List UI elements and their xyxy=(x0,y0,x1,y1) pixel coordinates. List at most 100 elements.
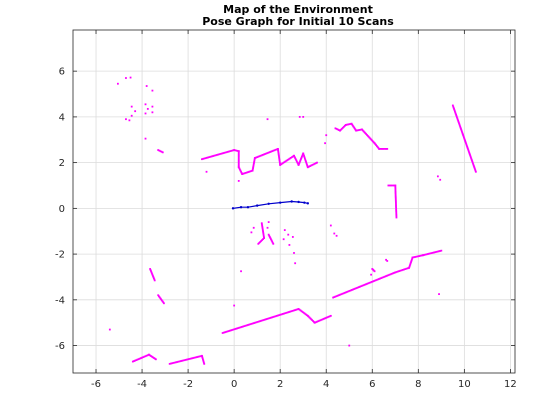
map-point xyxy=(218,153,221,156)
map-point xyxy=(265,318,267,321)
map-point xyxy=(374,279,377,282)
map-point xyxy=(379,148,382,150)
map-point xyxy=(401,268,404,271)
map-point xyxy=(329,314,332,317)
map-point xyxy=(241,173,244,175)
map-point xyxy=(395,216,398,219)
map-point xyxy=(461,131,464,134)
map-point xyxy=(150,270,152,273)
map-point xyxy=(467,148,469,151)
map-point xyxy=(257,320,260,323)
map-point xyxy=(374,143,377,146)
map-point xyxy=(394,194,397,197)
map-point xyxy=(324,317,326,320)
map-point xyxy=(472,164,475,167)
pose-graph-layer xyxy=(231,200,310,210)
map-point xyxy=(280,313,283,316)
map-point xyxy=(457,121,460,123)
map-point xyxy=(260,222,263,225)
map-point xyxy=(381,276,384,279)
map-point xyxy=(386,148,389,150)
map-point xyxy=(335,127,338,130)
map-point xyxy=(464,141,467,144)
map-point xyxy=(229,150,232,153)
map-point xyxy=(462,134,465,136)
map-point xyxy=(189,357,192,360)
map-point xyxy=(174,361,177,364)
map-point xyxy=(197,355,200,358)
map-point xyxy=(393,184,395,187)
map-point xyxy=(414,256,417,258)
map-point xyxy=(172,362,175,364)
map-point xyxy=(279,313,282,316)
map-point xyxy=(409,262,412,265)
map-point xyxy=(158,149,161,152)
map-point xyxy=(384,148,387,150)
map-point xyxy=(320,318,323,321)
map-point xyxy=(399,269,402,272)
map-point xyxy=(362,284,365,287)
map-point xyxy=(371,139,373,142)
pose-graph-line xyxy=(232,200,308,209)
map-point xyxy=(261,227,264,230)
x-tick-label: 2 xyxy=(277,379,283,390)
map-point xyxy=(371,140,374,143)
map-point xyxy=(466,147,469,149)
map-point xyxy=(141,356,143,359)
map-point xyxy=(467,150,470,153)
map-point xyxy=(459,125,462,128)
map-point xyxy=(467,149,470,152)
map-point xyxy=(250,322,253,325)
map-point xyxy=(457,119,460,122)
map-point xyxy=(337,129,340,131)
map-point xyxy=(248,323,251,326)
map-point xyxy=(266,152,269,154)
map-point xyxy=(439,250,442,252)
map-point xyxy=(282,313,284,315)
map-point xyxy=(272,316,275,318)
map-point xyxy=(345,291,347,294)
map-point xyxy=(348,344,351,347)
pose-node xyxy=(239,206,243,209)
map-point xyxy=(325,134,328,137)
map-point xyxy=(158,296,161,299)
map-point xyxy=(269,316,272,319)
map-point xyxy=(298,115,301,118)
map-point xyxy=(394,193,397,196)
pose-node xyxy=(246,206,250,209)
map-point xyxy=(296,161,299,164)
map-point xyxy=(205,170,208,173)
map-point xyxy=(140,357,142,360)
map-point xyxy=(275,148,278,151)
map-point xyxy=(353,126,356,129)
y-tick-label: 4 xyxy=(59,112,65,123)
map-point xyxy=(142,356,145,359)
map-point xyxy=(163,302,165,305)
map-point xyxy=(253,162,255,164)
map-point xyxy=(334,295,337,298)
map-point xyxy=(177,360,180,363)
map-point xyxy=(179,360,182,362)
map-point xyxy=(274,148,277,151)
map-point xyxy=(472,162,474,165)
map-point xyxy=(385,275,387,278)
map-point xyxy=(299,159,302,162)
map-point xyxy=(210,155,213,158)
map-point xyxy=(367,282,370,285)
map-point xyxy=(219,153,222,155)
map-point xyxy=(228,150,231,153)
map-point xyxy=(303,155,305,157)
map-point xyxy=(336,128,339,131)
map-point xyxy=(191,357,193,360)
map-point xyxy=(394,187,397,189)
map-point xyxy=(395,215,398,218)
map-point xyxy=(282,161,285,164)
map-point xyxy=(294,158,297,161)
map-point xyxy=(258,155,261,158)
map-point xyxy=(366,134,369,137)
map-point xyxy=(260,240,263,242)
map-point xyxy=(198,355,201,358)
map-point xyxy=(398,270,400,273)
map-point xyxy=(394,192,397,195)
map-point xyxy=(202,157,205,160)
